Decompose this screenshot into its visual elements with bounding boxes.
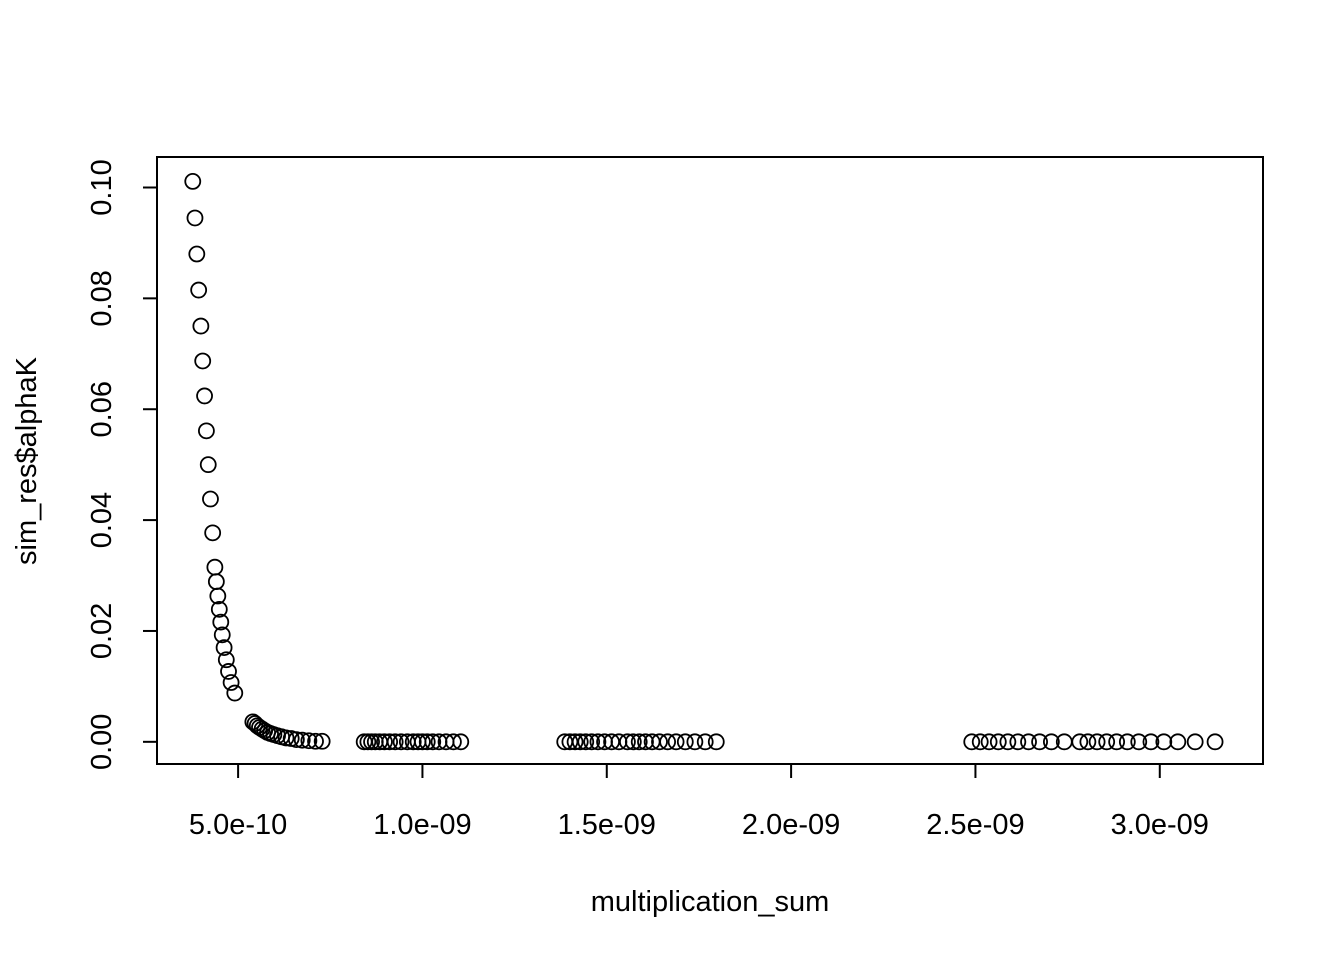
data-point — [1206, 733, 1224, 751]
y-axis: 0.00 0.02 0.04 0.06 0.08 0.10 — [86, 159, 158, 770]
data-point — [1071, 733, 1089, 751]
data-points — [184, 172, 1224, 751]
data-point — [989, 733, 1007, 751]
data-point — [1009, 733, 1027, 751]
data-point — [293, 731, 311, 749]
data-point — [583, 733, 601, 751]
data-point — [220, 663, 237, 680]
data-point — [696, 733, 714, 751]
data-point — [194, 352, 212, 370]
x-axis-label: multiplication_sum — [591, 886, 830, 918]
data-point — [659, 733, 677, 751]
data-point — [1088, 733, 1106, 751]
data-point — [651, 733, 668, 751]
data-point — [376, 733, 393, 751]
data-point — [404, 733, 422, 751]
data-point — [313, 732, 331, 750]
y-axis-label: sim_res$alphaK — [11, 356, 43, 565]
data-point — [217, 651, 235, 669]
data-point — [630, 733, 648, 751]
data-point — [381, 733, 399, 751]
data-point — [1031, 733, 1048, 751]
data-point — [190, 281, 208, 299]
y-tick-label: 0.04 — [86, 492, 118, 548]
data-point — [226, 684, 244, 702]
data-point — [1169, 733, 1187, 751]
data-point — [213, 626, 231, 644]
x-tick-label: 1.5e-09 — [558, 809, 656, 841]
data-point — [209, 587, 227, 605]
data-point — [202, 490, 219, 508]
y-tick-label: 0.06 — [86, 381, 118, 437]
data-point — [667, 733, 685, 751]
data-point — [999, 733, 1017, 751]
data-point — [196, 387, 213, 405]
y-tick-label: 0.10 — [86, 159, 118, 215]
data-point — [192, 317, 210, 335]
data-point — [277, 729, 295, 747]
data-point — [1020, 733, 1037, 751]
data-point — [566, 733, 584, 751]
data-point — [1186, 733, 1204, 751]
data-point — [980, 733, 998, 751]
data-point — [686, 733, 704, 751]
data-point — [424, 733, 442, 751]
data-point — [1142, 733, 1160, 751]
data-point — [212, 613, 230, 631]
x-tick-label: 3.0e-09 — [1111, 809, 1209, 841]
data-point — [186, 209, 204, 227]
data-point — [386, 733, 404, 751]
x-axis: 5.0e-10 1.0e-09 1.5e-09 2.0e-09 2.5e-09 3.0e-… — [189, 763, 1209, 841]
data-point — [1079, 733, 1097, 751]
x-tick-label: 2.5e-09 — [926, 809, 1024, 841]
data-point — [1108, 733, 1126, 751]
y-tick-label: 0.00 — [86, 714, 118, 770]
data-point — [624, 733, 642, 751]
data-point — [637, 733, 654, 751]
data-point — [445, 733, 462, 751]
data-point — [414, 733, 431, 751]
data-point — [707, 733, 725, 751]
x-tick-label: 5.0e-10 — [189, 809, 287, 841]
data-point — [676, 733, 694, 751]
data-point — [210, 600, 228, 618]
data-point — [571, 733, 589, 751]
data-point — [184, 172, 202, 190]
data-point — [188, 245, 206, 263]
data-point — [963, 733, 981, 751]
data-point — [1098, 733, 1116, 751]
data-point — [1130, 733, 1148, 751]
data-point — [589, 733, 607, 751]
data-point — [619, 733, 636, 751]
data-point — [577, 733, 595, 751]
data-point — [206, 558, 224, 576]
data-point — [215, 639, 233, 656]
data-point — [1155, 733, 1173, 751]
data-point — [198, 422, 215, 440]
data-point — [204, 524, 222, 542]
y-tick-label: 0.02 — [86, 603, 118, 659]
data-point — [418, 733, 436, 751]
data-point — [287, 731, 305, 749]
x-tick-label: 1.0e-09 — [373, 809, 471, 841]
data-point — [392, 733, 410, 751]
data-point — [1118, 733, 1136, 751]
data-point — [1042, 733, 1060, 751]
data-point — [971, 733, 989, 751]
x-tick-label: 2.0e-09 — [742, 809, 840, 841]
data-point — [300, 732, 318, 750]
y-tick-label: 0.08 — [86, 270, 118, 326]
data-point — [222, 674, 240, 691]
plot-box — [156, 156, 1264, 765]
data-point — [199, 456, 217, 474]
data-point — [452, 733, 470, 751]
data-point — [207, 573, 225, 591]
data-point — [307, 732, 324, 750]
